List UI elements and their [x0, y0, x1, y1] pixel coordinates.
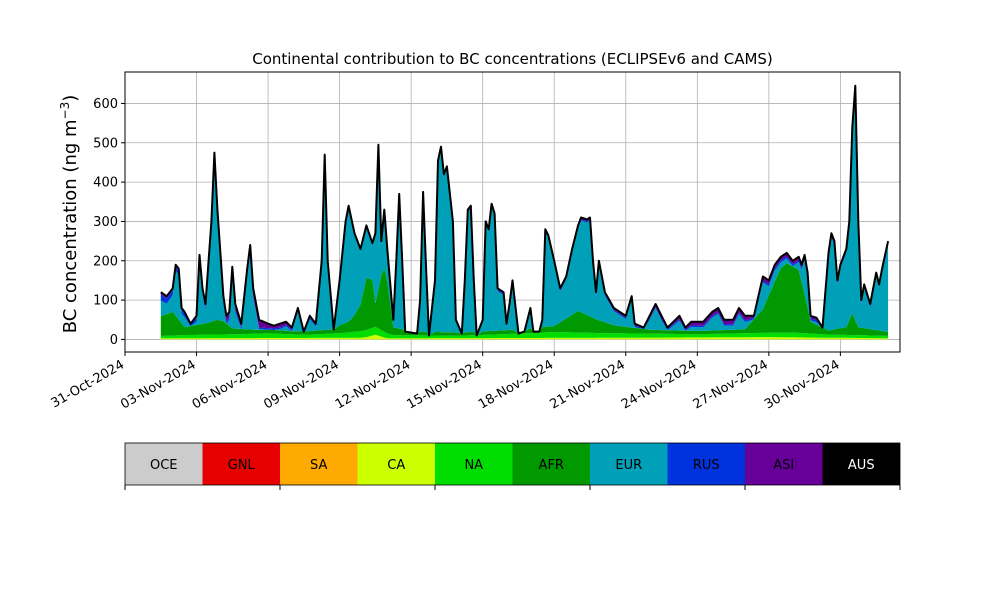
legend-swatch-sa [280, 443, 358, 485]
total-line [160, 84, 890, 337]
legend-swatch-gnl [202, 443, 280, 485]
total-line-layer [160, 84, 890, 337]
legend-label-na: NA [464, 458, 483, 473]
x-tick-label: 18-Nov-2024 [476, 357, 556, 412]
y-tick-label: 400 [93, 176, 118, 191]
legend-frame [124, 442, 901, 486]
plot-area [124, 71, 901, 353]
legend-label-sa: SA [310, 458, 327, 473]
legend-label-ca: CA [387, 458, 405, 473]
region-legend: OCE GNL SA CA NA AFR EUR RUS ASI AUS [124, 442, 901, 490]
x-tick-label: 27-Nov-2024 [691, 357, 771, 412]
legend-label-aus: AUS [848, 458, 875, 473]
legend-swatch-asi [745, 443, 823, 485]
y-tick-label: 0 [110, 333, 118, 348]
legend-label-eur: EUR [615, 458, 642, 473]
y-axis-title-superscript: −3 [58, 102, 72, 120]
legend-swatch-na [435, 443, 513, 485]
legend-swatch-aus [822, 443, 900, 485]
legend-swatch-ca [357, 443, 435, 485]
x-tick-label: 03-Nov-2024 [118, 357, 198, 412]
y-tick-label: 300 [93, 215, 118, 230]
y-axis-title-close: ) [60, 95, 81, 102]
area-na [160, 326, 889, 339]
y-axis: 0 100 200 300 400 500 600 [93, 97, 125, 348]
y-tick-label: 200 [93, 254, 118, 269]
plot-frame [124, 71, 901, 353]
area-afr [160, 263, 889, 336]
x-axis: 31-Oct-202403-Nov-202406-Nov-202409-Nov-… [49, 352, 842, 412]
legend-swatch-oce [125, 443, 203, 485]
y-tick-label: 100 [93, 294, 118, 309]
y-tick-label: 600 [93, 97, 118, 112]
legend-swatch-eur [590, 443, 668, 485]
y-axis-title: BC concentration (ng m−3) [58, 95, 81, 334]
y-axis-title-main: BC concentration (ng m [60, 119, 81, 333]
legend-label-asi: ASI [773, 458, 794, 473]
x-tick-label: 31-Oct-2024 [49, 357, 127, 411]
area-ca [160, 334, 889, 340]
legend-swatch-afr [512, 443, 590, 485]
legend-label-oce: OCE [150, 458, 178, 473]
stacked-areas [160, 85, 889, 340]
x-tick-label: 30-Nov-2024 [762, 357, 842, 412]
x-tick-label: 12-Nov-2024 [333, 357, 413, 412]
x-tick-label: 09-Nov-2024 [261, 357, 341, 412]
legend-swatch-rus [667, 443, 745, 485]
x-tick-label: 06-Nov-2024 [190, 357, 270, 412]
chart-title: Continental contribution to BC concentra… [252, 50, 773, 68]
x-tick-label: 21-Nov-2024 [547, 357, 627, 412]
x-tick-label: 24-Nov-2024 [619, 357, 699, 412]
legend-label-gnl: GNL [228, 458, 256, 473]
legend-label-afr: AFR [539, 458, 564, 473]
y-tick-label: 500 [93, 136, 118, 151]
area-eur [160, 89, 889, 336]
legend-label-rus: RUS [693, 458, 720, 473]
x-tick-label: 15-Nov-2024 [404, 357, 484, 412]
